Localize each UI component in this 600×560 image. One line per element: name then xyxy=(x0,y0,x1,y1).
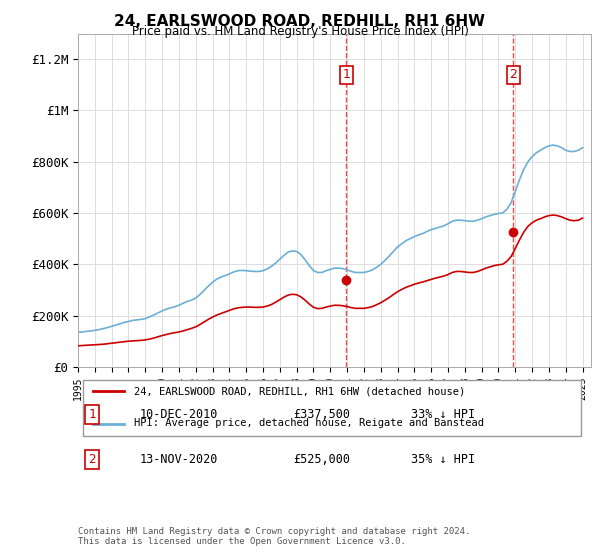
Text: Price paid vs. HM Land Registry's House Price Index (HPI): Price paid vs. HM Land Registry's House … xyxy=(131,25,469,38)
Text: 35% ↓ HPI: 35% ↓ HPI xyxy=(412,453,476,466)
Text: Contains HM Land Registry data © Crown copyright and database right 2024.
This d: Contains HM Land Registry data © Crown c… xyxy=(78,526,470,546)
Text: 24, EARLSWOOD ROAD, REDHILL, RH1 6HW (detached house): 24, EARLSWOOD ROAD, REDHILL, RH1 6HW (de… xyxy=(134,386,466,396)
FancyBboxPatch shape xyxy=(83,380,581,436)
Text: 10-DEC-2010: 10-DEC-2010 xyxy=(140,408,218,421)
Text: 2: 2 xyxy=(509,68,517,81)
Text: HPI: Average price, detached house, Reigate and Banstead: HPI: Average price, detached house, Reig… xyxy=(134,418,484,428)
Text: 1: 1 xyxy=(343,68,350,81)
Text: 2: 2 xyxy=(88,453,96,466)
Text: 24, EARLSWOOD ROAD, REDHILL, RH1 6HW: 24, EARLSWOOD ROAD, REDHILL, RH1 6HW xyxy=(115,14,485,29)
Text: £525,000: £525,000 xyxy=(293,453,350,466)
Text: 13-NOV-2020: 13-NOV-2020 xyxy=(140,453,218,466)
Text: 33% ↓ HPI: 33% ↓ HPI xyxy=(412,408,476,421)
Text: £337,500: £337,500 xyxy=(293,408,350,421)
Text: 1: 1 xyxy=(88,408,96,421)
